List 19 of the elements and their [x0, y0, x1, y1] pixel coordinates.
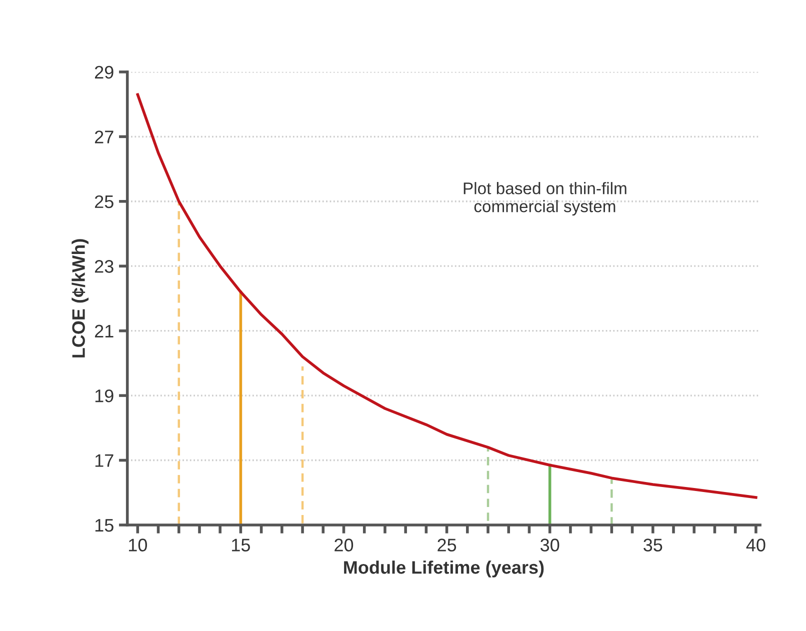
- y-tick-label: 23: [94, 260, 114, 273]
- y-tick-label: 15: [95, 519, 114, 532]
- y-tick-label: 21: [94, 324, 114, 338]
- x-tick-label: 20: [334, 538, 354, 552]
- annotation: Plot based on thin-film commercial system: [464, 182, 626, 216]
- y-tick-label: 27: [94, 130, 114, 144]
- x-tick-label: 25: [438, 538, 456, 552]
- y-tick-label: 17: [95, 454, 114, 467]
- line-series: [136, 93, 758, 499]
- y-tick-label: 19: [95, 389, 114, 402]
- y-axis-title: LCOE (¢/kWh): [72, 239, 89, 358]
- x-tick-label: 15: [232, 538, 250, 552]
- y-tick-label: 25: [94, 195, 114, 208]
- x-tick-label: 35: [644, 538, 662, 552]
- x-tick-label: 30: [540, 538, 560, 552]
- y-tick-label: 29: [94, 66, 114, 79]
- x-tick-label: 10: [128, 538, 147, 552]
- x-tick-label: 40: [746, 538, 766, 552]
- x-axis-title: Module Lifetime (years): [344, 560, 544, 578]
